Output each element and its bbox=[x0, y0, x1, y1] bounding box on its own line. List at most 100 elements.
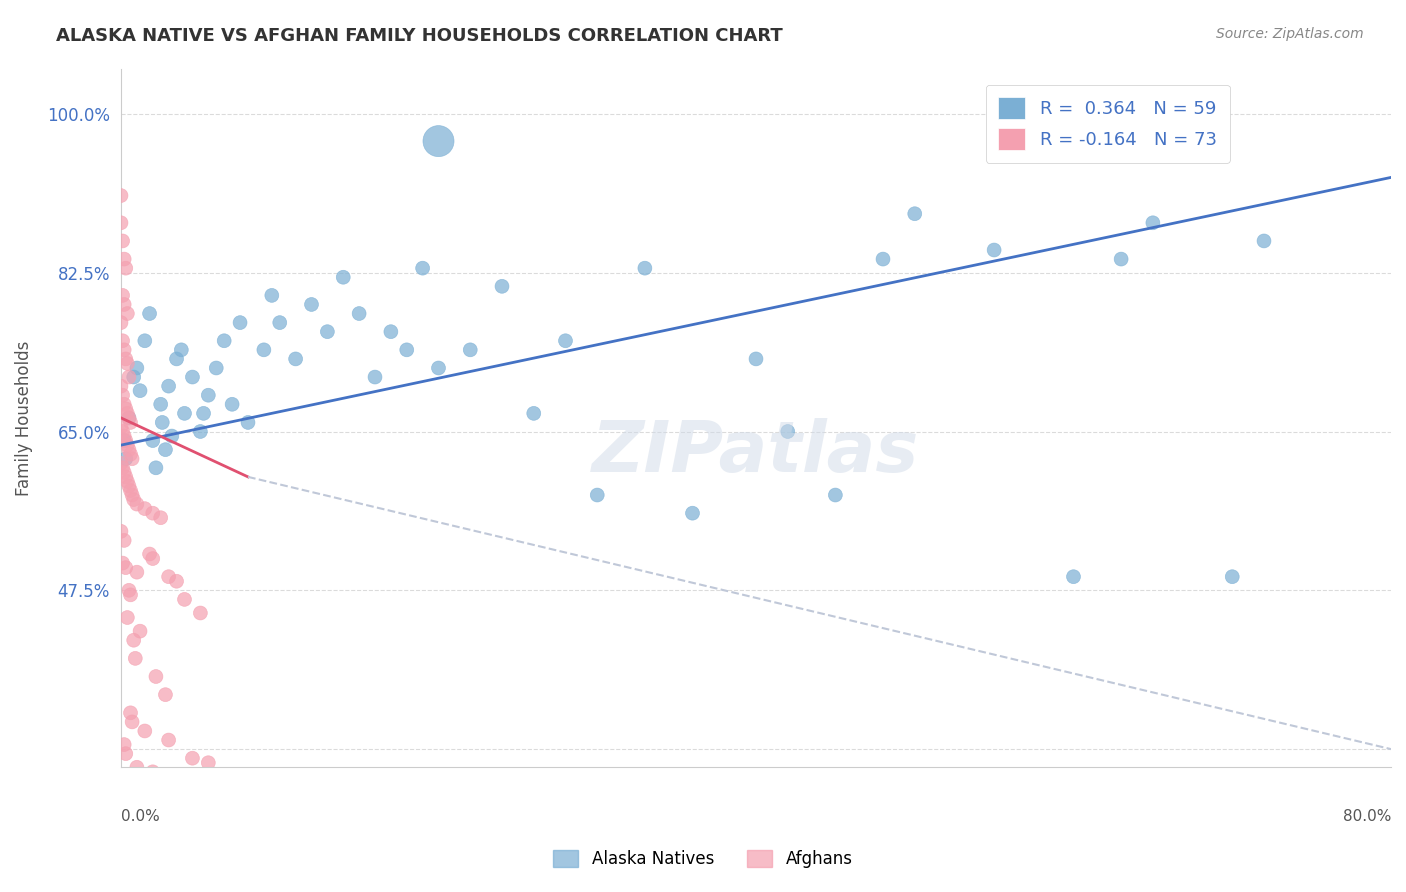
Point bbox=[121, 714, 143, 729]
Point bbox=[110, 524, 132, 539]
Point bbox=[682, 506, 704, 520]
Point bbox=[134, 501, 156, 516]
Text: ZIPatlas: ZIPatlas bbox=[592, 418, 920, 487]
Point bbox=[120, 588, 142, 602]
Point bbox=[117, 356, 139, 370]
Point bbox=[122, 492, 145, 507]
Point bbox=[125, 497, 148, 511]
Point bbox=[229, 316, 252, 330]
Point bbox=[112, 252, 135, 266]
Point bbox=[205, 361, 228, 376]
Point bbox=[117, 475, 139, 489]
Y-axis label: Family Households: Family Households bbox=[15, 340, 32, 496]
Point bbox=[110, 379, 132, 393]
Point bbox=[120, 447, 142, 461]
Point bbox=[776, 425, 799, 439]
Point bbox=[260, 288, 283, 302]
Point bbox=[112, 397, 135, 411]
Point bbox=[149, 510, 172, 524]
Point bbox=[120, 483, 142, 498]
Point bbox=[112, 429, 135, 443]
Point bbox=[221, 397, 243, 411]
Point bbox=[112, 466, 135, 480]
Point bbox=[347, 306, 370, 320]
Point bbox=[142, 434, 165, 448]
Point bbox=[236, 416, 259, 430]
Point bbox=[1109, 252, 1132, 266]
Point bbox=[110, 420, 132, 434]
Point bbox=[114, 470, 136, 484]
Point bbox=[114, 261, 136, 276]
Legend: R =  0.364   N = 59, R = -0.164   N = 73: R = 0.364 N = 59, R = -0.164 N = 73 bbox=[986, 85, 1230, 163]
Point bbox=[112, 738, 135, 752]
Point bbox=[111, 334, 134, 348]
Point bbox=[124, 651, 146, 665]
Point bbox=[118, 583, 141, 598]
Point bbox=[134, 723, 156, 738]
Point bbox=[190, 606, 212, 620]
Point bbox=[824, 488, 846, 502]
Point bbox=[1220, 570, 1243, 584]
Point bbox=[181, 370, 204, 384]
Point bbox=[118, 479, 141, 493]
Point bbox=[160, 429, 183, 443]
Point bbox=[112, 434, 135, 448]
Point bbox=[634, 261, 657, 276]
Point bbox=[112, 533, 135, 548]
Point bbox=[110, 188, 132, 202]
Point bbox=[120, 416, 142, 430]
Point bbox=[118, 410, 141, 425]
Point bbox=[380, 325, 402, 339]
Point bbox=[166, 574, 188, 589]
Point bbox=[395, 343, 418, 357]
Point bbox=[745, 351, 768, 366]
Point bbox=[523, 406, 546, 420]
Point bbox=[118, 442, 141, 457]
Point bbox=[111, 556, 134, 570]
Point bbox=[114, 351, 136, 366]
Point bbox=[114, 560, 136, 574]
Text: ALASKA NATIVE VS AFGHAN FAMILY HOUSEHOLDS CORRELATION CHART: ALASKA NATIVE VS AFGHAN FAMILY HOUSEHOLD… bbox=[56, 27, 783, 45]
Point bbox=[111, 288, 134, 302]
Point bbox=[212, 334, 235, 348]
Point bbox=[1063, 570, 1085, 584]
Point bbox=[155, 688, 177, 702]
Point bbox=[117, 306, 139, 320]
Point bbox=[157, 733, 180, 747]
Point bbox=[110, 216, 132, 230]
Point bbox=[181, 751, 204, 765]
Text: 80.0%: 80.0% bbox=[1343, 809, 1391, 824]
Point bbox=[1142, 216, 1164, 230]
Point bbox=[458, 343, 481, 357]
Point bbox=[129, 624, 152, 639]
Point bbox=[166, 351, 188, 366]
Point bbox=[155, 442, 177, 457]
Point bbox=[149, 397, 172, 411]
Point bbox=[114, 451, 136, 466]
Point bbox=[197, 756, 219, 770]
Point bbox=[427, 134, 450, 148]
Point bbox=[111, 234, 134, 248]
Point bbox=[117, 610, 139, 624]
Point bbox=[142, 551, 165, 566]
Point bbox=[138, 306, 160, 320]
Text: Source: ZipAtlas.com: Source: ZipAtlas.com bbox=[1216, 27, 1364, 41]
Point bbox=[111, 460, 134, 475]
Point bbox=[138, 779, 160, 793]
Point bbox=[316, 325, 339, 339]
Point bbox=[125, 361, 148, 376]
Point bbox=[142, 764, 165, 779]
Point bbox=[112, 297, 135, 311]
Point bbox=[111, 425, 134, 439]
Point bbox=[112, 343, 135, 357]
Point bbox=[197, 388, 219, 402]
Point bbox=[173, 592, 195, 607]
Point bbox=[142, 506, 165, 520]
Point bbox=[111, 388, 134, 402]
Text: 0.0%: 0.0% bbox=[121, 809, 160, 824]
Point bbox=[121, 488, 143, 502]
Point bbox=[1253, 234, 1275, 248]
Point bbox=[122, 370, 145, 384]
Point bbox=[122, 633, 145, 648]
Point bbox=[114, 434, 136, 448]
